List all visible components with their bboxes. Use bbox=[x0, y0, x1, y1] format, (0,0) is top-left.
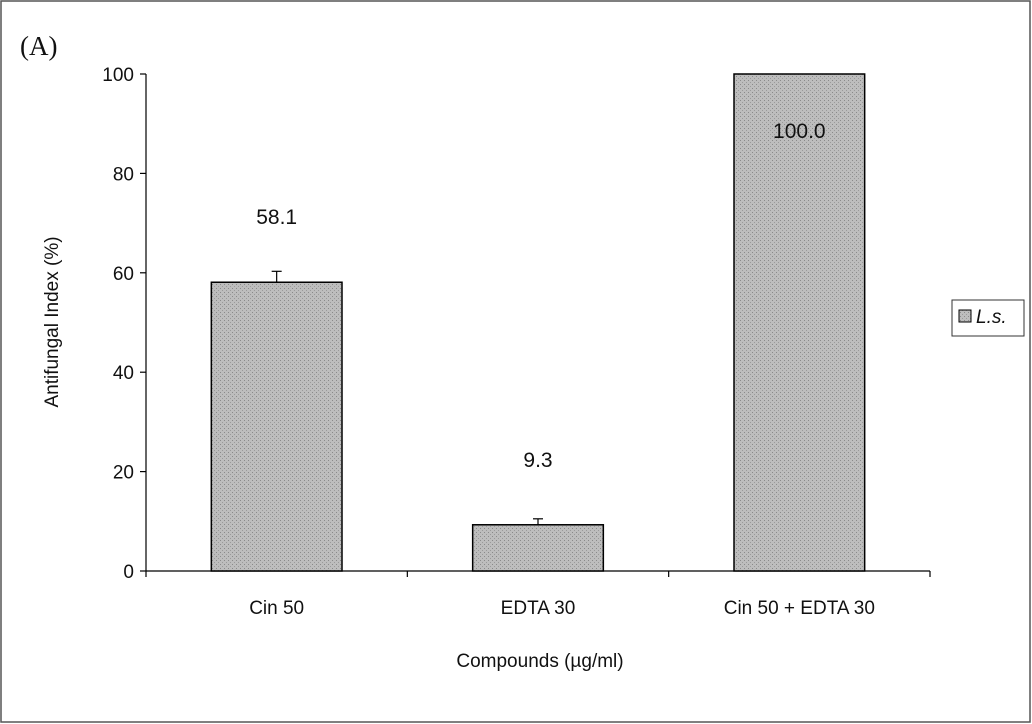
y-tick-label: 40 bbox=[113, 363, 134, 384]
bar bbox=[473, 525, 604, 571]
y-tick-label: 0 bbox=[123, 562, 134, 583]
x-axis-label: Compounds (µg/ml) bbox=[456, 651, 623, 672]
data-label: 100.0 bbox=[773, 120, 826, 143]
y-tick-label: 80 bbox=[113, 164, 134, 185]
y-tick-label: 100 bbox=[102, 65, 134, 86]
y-tick-label: 20 bbox=[113, 463, 134, 484]
bar bbox=[211, 282, 342, 571]
bar bbox=[734, 74, 865, 571]
legend: L.s. bbox=[952, 300, 1024, 336]
x-tick-label: EDTA 30 bbox=[501, 598, 576, 619]
legend-swatch bbox=[959, 310, 971, 322]
legend-label: L.s. bbox=[976, 307, 1007, 328]
x-tick-label: Cin 50 bbox=[249, 598, 304, 619]
y-tick-label: 60 bbox=[113, 264, 134, 285]
panel-label: (A) bbox=[20, 31, 57, 61]
data-label: 9.3 bbox=[523, 449, 552, 472]
data-label: 58.1 bbox=[256, 206, 297, 229]
y-axis-label: Antifungal Index (%) bbox=[42, 236, 63, 407]
x-tick-label: Cin 50 + EDTA 30 bbox=[724, 598, 875, 619]
